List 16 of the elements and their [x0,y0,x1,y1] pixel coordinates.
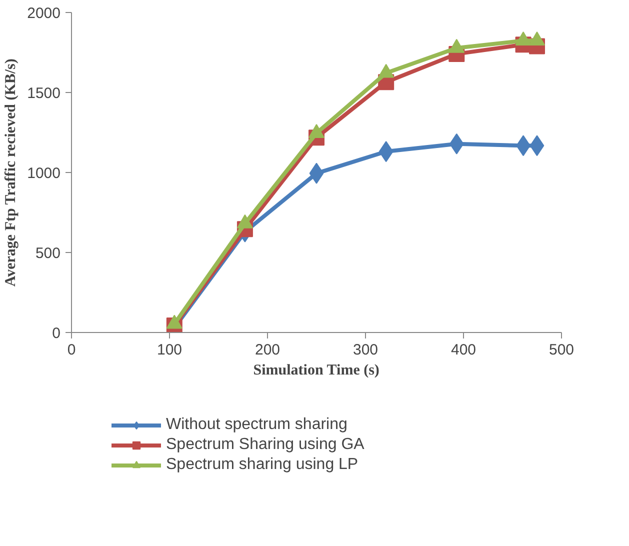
y-tick-label: 0 [52,325,60,342]
x-tick-label: 0 [67,342,76,358]
x-tick-label: 200 [254,342,280,358]
x-tick-label: 100 [156,342,182,358]
y-tick-label: 1000 [27,165,61,182]
y-axis-title: Average Ftp Traffic recieved (KB/s) [3,58,20,287]
legend-label: Spectrum Sharing using GA [166,436,364,454]
y-tick-label: 2000 [27,5,61,22]
x-tick-label: 400 [450,342,476,358]
x-tick-label: 500 [548,342,574,358]
x-tick-label: 300 [352,342,378,358]
y-tick-label: 1500 [27,85,61,102]
legend-label: Spectrum sharing using LP [166,456,358,474]
y-tick-label: 500 [35,245,61,262]
legend-label: Without spectrum sharing [166,416,348,434]
x-axis-title: Simulation Time (s) [253,362,380,378]
